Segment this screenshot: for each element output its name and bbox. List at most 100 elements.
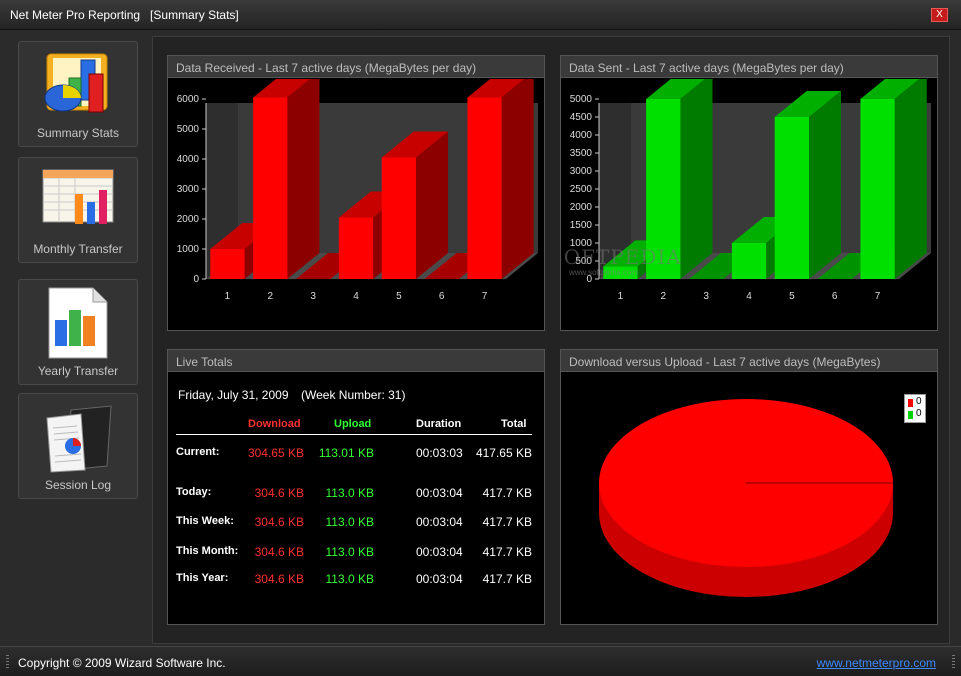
x-tick-label: 6 — [832, 291, 838, 302]
bar-front — [338, 217, 374, 279]
x-tick-label: 6 — [439, 291, 445, 302]
row-download: 304.65 KB — [247, 446, 304, 460]
bar-side — [287, 79, 320, 279]
bar-side — [809, 91, 841, 279]
row-download: 304.6 KB — [254, 572, 304, 586]
y-tick-label: 5000 — [570, 94, 593, 105]
header-duration: Duration — [416, 418, 462, 430]
header-divider — [176, 434, 532, 435]
x-tick-label: 4 — [353, 291, 359, 302]
bar-side — [501, 79, 534, 279]
y-tick-label: 1000 — [177, 244, 200, 255]
resize-grip-icon — [6, 655, 9, 669]
x-tick-label: 7 — [482, 291, 488, 302]
bar-side — [894, 79, 927, 279]
row-upload: 113.01 KB — [318, 446, 374, 460]
row-duration: 00:03:03 — [416, 446, 463, 460]
y-tick-label: 4500 — [570, 112, 593, 123]
row-duration: 00:03:04 — [416, 545, 463, 559]
bar — [646, 79, 713, 279]
row-total: 417.7 KB — [482, 545, 532, 559]
row-download: 304.6 KB — [254, 545, 304, 559]
bar — [467, 79, 534, 279]
row-duration: 00:03:04 — [416, 572, 463, 586]
bar-side — [416, 131, 448, 279]
panel-title: Data Sent - Last 7 active days (MegaByte… — [561, 56, 937, 78]
bar-front — [860, 99, 895, 279]
sidebar-item-monthly-transfer[interactable]: Monthly Transfer — [18, 157, 138, 263]
sidebar-item-summary-stats[interactable]: Summary Stats — [18, 41, 138, 147]
row-upload: 113.0 KB — [325, 486, 374, 500]
bar-top — [253, 79, 311, 98]
sidebar-item-yearly-transfer[interactable]: Yearly Transfer — [18, 279, 138, 385]
bar-front — [774, 117, 809, 279]
bar — [381, 131, 448, 279]
side-wall — [599, 103, 631, 279]
y-tick-label: 0 — [193, 274, 199, 285]
header-download: Download — [248, 418, 301, 430]
bar-front — [467, 97, 502, 279]
resize-grip-icon — [952, 655, 955, 669]
watermark-url: www.softpedia.com — [568, 268, 638, 277]
row-total: 417.7 KB — [482, 572, 532, 586]
bar — [774, 91, 841, 279]
bar-front — [603, 266, 638, 279]
bar-top — [467, 79, 525, 98]
received-chart-panel: Data Received - Last 7 active days (Mega… — [167, 55, 545, 331]
sidebar-item-label: Monthly Transfer — [33, 242, 123, 256]
bar-top — [860, 79, 920, 99]
sidebar-item-label: Yearly Transfer — [37, 364, 119, 378]
bar-front — [253, 97, 288, 279]
bar-side — [680, 79, 713, 279]
x-tick-label: 2 — [268, 291, 274, 302]
row-total: 417.7 KB — [482, 486, 532, 500]
x-tick-label: 4 — [746, 291, 752, 302]
y-tick-label: 3000 — [570, 166, 593, 177]
sent-bar-chart: 0 500 1000 1500 2000 2500 3000 3500 4000 4500 5000… — [561, 79, 931, 302]
bar-front — [210, 249, 245, 279]
row-label: This Month: — [176, 545, 239, 557]
row-download: 304.6 KB — [254, 515, 304, 529]
bar-front — [381, 157, 416, 279]
header-total: Total — [501, 418, 527, 430]
y-tick-label: 1000 — [570, 238, 593, 249]
legend-swatch-upload — [908, 411, 913, 419]
sent-chart-panel: Data Sent - Last 7 active days (MegaByte… — [560, 55, 938, 331]
row-upload: 113.0 KB — [325, 515, 374, 529]
x-tick-label: 7 — [875, 291, 881, 302]
bar-top — [774, 91, 841, 117]
y-tick-label: 3000 — [177, 184, 200, 195]
bar-top — [381, 131, 448, 158]
document-bar-chart-icon — [48, 287, 108, 359]
y-tick-label: 500 — [575, 256, 592, 267]
panel-title: Live Totals — [168, 350, 544, 372]
legend-swatch-download — [908, 399, 913, 407]
y-tick-label: 2000 — [177, 214, 200, 225]
row-upload: 113.0 KB — [325, 572, 374, 586]
row-label: This Week: — [176, 515, 234, 527]
bar-front — [731, 243, 767, 279]
close-button[interactable]: X — [931, 8, 948, 22]
legend-label-upload: 0 — [916, 408, 922, 419]
row-label: This Year: — [176, 572, 229, 584]
spreadsheet-chart-icon — [42, 169, 114, 224]
y-tick-label: 5000 — [177, 124, 200, 135]
row-download: 304.6 KB — [254, 486, 304, 500]
y-tick-label: 4000 — [177, 154, 200, 165]
y-tick-label: 4000 — [570, 130, 593, 141]
summary-chart-icon — [44, 53, 108, 113]
bar-top — [646, 79, 706, 99]
sidebar-item-session-log[interactable]: Session Log — [18, 393, 138, 499]
website-link[interactable]: www.netmeterpro.com — [816, 656, 936, 670]
y-tick-label: 0 — [586, 274, 592, 285]
y-tick-label: 1500 — [570, 220, 593, 231]
row-label: Today: — [176, 486, 212, 498]
x-tick-label: 3 — [703, 291, 709, 302]
x-tick-label: 2 — [661, 291, 667, 302]
window-title: Net Meter Pro Reporting [Summary Stats] — [10, 8, 239, 22]
title-bar: Net Meter Pro Reporting [Summary Stats] … — [0, 0, 961, 30]
bar — [860, 79, 927, 279]
x-tick-label: 1 — [618, 291, 624, 302]
row-total: 417.65 KB — [475, 446, 532, 460]
y-tick-label: 2000 — [570, 202, 593, 213]
